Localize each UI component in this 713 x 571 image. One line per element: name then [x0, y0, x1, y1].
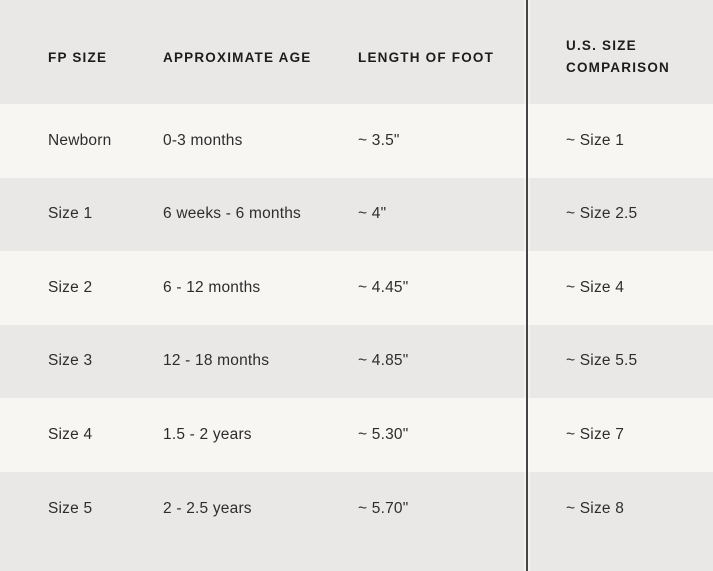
length-of-foot-value: ~ 5.30" — [358, 425, 409, 443]
approximate-age-value: 6 - 12 months — [163, 278, 261, 296]
cell-length-of-foot: ~ 4" — [358, 178, 527, 252]
fp-size-value: Newborn — [48, 131, 112, 149]
us-size-comparison-value: ~ Size 4 — [566, 278, 625, 296]
cell-length-of-foot: ~ 3.5" — [358, 104, 527, 178]
table-row: Size 5 2 - 2.5 years ~ 5.70" ~ Size 8 — [0, 472, 713, 571]
cell-length-of-foot: ~ 5.70" — [358, 472, 527, 571]
length-of-foot-value: ~ 3.5" — [358, 131, 400, 149]
cell-fp-size: Newborn — [0, 104, 163, 178]
header-approximate-age: APPROXIMATE AGE — [163, 0, 358, 104]
cell-approximate-age: 1.5 - 2 years — [163, 398, 358, 472]
cell-us-size-comparison: ~ Size 7 — [527, 398, 713, 472]
cell-fp-size: Size 1 — [0, 178, 163, 252]
fp-size-value: Size 4 — [48, 425, 93, 443]
cell-approximate-age: 6 weeks - 6 months — [163, 178, 358, 252]
cell-length-of-foot: ~ 5.30" — [358, 398, 527, 472]
fp-size-value: Size 1 — [48, 205, 93, 223]
cell-us-size-comparison: ~ Size 5.5 — [527, 325, 713, 399]
approximate-age-value: 12 - 18 months — [163, 352, 270, 370]
header-fp-size-label: FP SIZE — [48, 49, 108, 65]
length-of-foot-value: ~ 4.85" — [358, 352, 409, 370]
column-divider — [526, 0, 528, 571]
us-size-comparison-value: ~ Size 8 — [566, 499, 625, 517]
cell-length-of-foot: ~ 4.85" — [358, 325, 527, 399]
length-of-foot-value: ~ 5.70" — [358, 499, 409, 517]
table-row: Size 3 12 - 18 months ~ 4.85" ~ Size 5.5 — [0, 325, 713, 399]
cell-fp-size: Size 5 — [0, 472, 163, 571]
us-size-comparison-value: ~ Size 5.5 — [566, 352, 638, 370]
cell-length-of-foot: ~ 4.45" — [358, 251, 527, 325]
header-length-of-foot: LENGTH OF FOOT — [358, 0, 527, 104]
us-size-comparison-value: ~ Size 7 — [566, 425, 625, 443]
cell-us-size-comparison: ~ Size 8 — [527, 472, 713, 571]
header-us-size-comparison-label: U.S. SIZE COMPARISON — [566, 38, 671, 75]
approximate-age-value: 6 weeks - 6 months — [163, 205, 301, 223]
us-size-comparison-value: ~ Size 2.5 — [566, 205, 638, 223]
cell-fp-size: Size 2 — [0, 251, 163, 325]
cell-fp-size: Size 3 — [0, 325, 163, 399]
table-row: Size 2 6 - 12 months ~ 4.45" ~ Size 4 — [0, 251, 713, 325]
length-of-foot-value: ~ 4" — [358, 205, 387, 223]
approximate-age-value: 1.5 - 2 years — [163, 425, 252, 443]
cell-us-size-comparison: ~ Size 1 — [527, 104, 713, 178]
cell-approximate-age: 2 - 2.5 years — [163, 472, 358, 571]
us-size-comparison-value: ~ Size 1 — [566, 131, 625, 149]
header-row: FP SIZE APPROXIMATE AGE LENGTH OF FOOT U… — [0, 0, 713, 104]
approximate-age-value: 2 - 2.5 years — [163, 499, 252, 517]
cell-us-size-comparison: ~ Size 4 — [527, 251, 713, 325]
table-row: Size 4 1.5 - 2 years ~ 5.30" ~ Size 7 — [0, 398, 713, 472]
table-row: Size 1 6 weeks - 6 months ~ 4" ~ Size 2.… — [0, 178, 713, 252]
approximate-age-value: 0-3 months — [163, 131, 243, 149]
table-row: Newborn 0-3 months ~ 3.5" ~ Size 1 — [0, 104, 713, 178]
fp-size-value: Size 5 — [48, 499, 93, 517]
header-length-of-foot-label: LENGTH OF FOOT — [358, 49, 495, 65]
cell-approximate-age: 12 - 18 months — [163, 325, 358, 399]
length-of-foot-value: ~ 4.45" — [358, 278, 409, 296]
cell-approximate-age: 6 - 12 months — [163, 251, 358, 325]
cell-fp-size: Size 4 — [0, 398, 163, 472]
header-approximate-age-label: APPROXIMATE AGE — [163, 49, 312, 65]
fp-size-value: Size 2 — [48, 278, 93, 296]
cell-approximate-age: 0-3 months — [163, 104, 358, 178]
header-fp-size: FP SIZE — [0, 0, 163, 104]
header-us-size-comparison: U.S. SIZE COMPARISON — [527, 0, 713, 104]
fp-size-value: Size 3 — [48, 352, 93, 370]
cell-us-size-comparison: ~ Size 2.5 — [527, 178, 713, 252]
